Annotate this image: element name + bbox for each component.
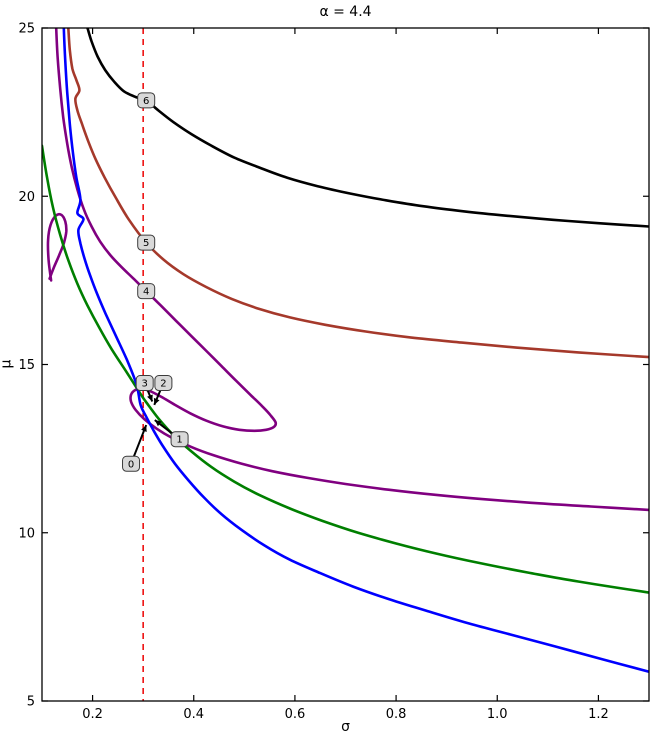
annotation-label-6: 6 (143, 96, 149, 107)
annotation-box-4 (137, 283, 156, 300)
y-tick-label: 15 (18, 358, 35, 373)
y-tick-label: 10 (18, 526, 35, 541)
annotation-arrowhead-3 (147, 394, 153, 402)
annotation-label-0: 0 (128, 459, 134, 470)
annotation-box-6 (137, 92, 156, 109)
annotation-label-2: 2 (160, 379, 166, 390)
annotation-label-1: 1 (176, 435, 182, 446)
curve-contour-0-blue (62, 28, 649, 673)
y-axis-label: μ (0, 359, 15, 369)
x-axis-label: σ (341, 719, 350, 735)
annotation-arrowhead-1 (154, 420, 162, 427)
annotation-box-1 (170, 431, 189, 448)
annotation-label-4: 4 (143, 287, 149, 298)
annotation-label-3: 3 (141, 379, 147, 390)
annotation-arrowhead-0 (141, 425, 147, 432)
x-tick-label: 0.8 (386, 707, 407, 722)
curve-contour-purple-loop-seg1 (46, 212, 68, 282)
annotation-box-0 (122, 455, 141, 472)
annotation-box-3 (135, 375, 154, 392)
curve-contour-6-black (86, 28, 649, 228)
annotation-box-2 (154, 375, 173, 392)
annotation-label-5: 5 (143, 238, 149, 249)
y-tick-label: 20 (18, 190, 35, 205)
x-tick-label: 1.2 (588, 707, 609, 722)
chart-title: α = 4.4 (319, 4, 372, 20)
annotation-box-5 (137, 234, 156, 251)
x-tick-label: 0.2 (82, 707, 103, 722)
x-tick-label: 0.4 (183, 707, 204, 722)
annotation-arrowhead-2 (153, 397, 160, 405)
y-tick-label: 5 (27, 695, 35, 710)
x-tick-label: 0.6 (285, 707, 306, 722)
x-tick-label: 1.0 (487, 707, 508, 722)
y-tick-label: 25 (18, 22, 35, 37)
curve-contour-purple-loop-seg0 (54, 28, 649, 512)
